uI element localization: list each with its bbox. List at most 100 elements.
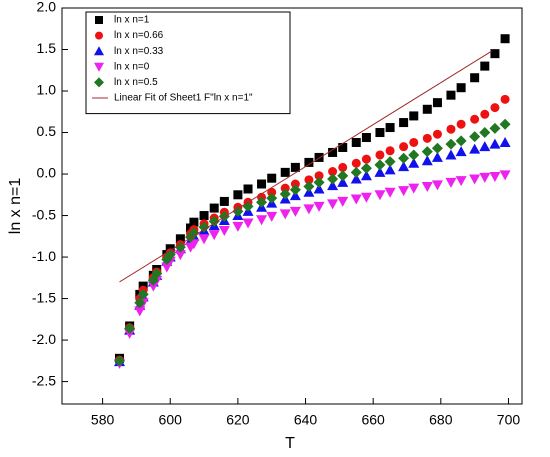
point	[114, 355, 125, 367]
point	[198, 234, 210, 245]
legend-box	[85, 11, 291, 115]
point	[375, 128, 385, 138]
y-tick-label: 1.5	[37, 40, 57, 56]
point	[374, 159, 386, 171]
point	[499, 170, 511, 181]
point	[432, 98, 442, 108]
legend-swatch	[94, 46, 104, 56]
point	[470, 73, 480, 83]
point	[137, 288, 149, 300]
point	[218, 225, 230, 236]
point	[384, 156, 396, 168]
y-tick-label: -2.0	[32, 331, 56, 347]
y-tick-label: -2.5	[32, 372, 56, 388]
point	[303, 180, 315, 192]
point	[189, 217, 199, 227]
legend-label: ln x n=0	[114, 61, 150, 72]
point	[409, 137, 419, 147]
legend-swatch	[94, 77, 104, 88]
point	[337, 170, 349, 182]
point	[499, 136, 511, 147]
legend-swatch	[95, 16, 103, 24]
point	[267, 187, 277, 197]
point	[242, 218, 254, 229]
point	[338, 162, 348, 172]
legend-swatch	[95, 31, 103, 40]
point	[385, 146, 395, 156]
point	[408, 157, 420, 168]
point	[338, 142, 348, 152]
y-tick-label: -0.5	[32, 206, 56, 222]
point	[399, 118, 409, 128]
point	[398, 161, 410, 172]
x-tick-label: 580	[91, 412, 115, 428]
point	[456, 83, 466, 93]
point	[480, 61, 490, 71]
legend-label: ln x n=0.66	[114, 30, 164, 41]
point	[384, 187, 396, 198]
point	[469, 131, 481, 143]
point	[445, 138, 457, 150]
point	[266, 211, 278, 222]
point	[175, 234, 185, 244]
point	[351, 158, 361, 168]
x-tick-label: 600	[159, 412, 183, 428]
point	[279, 188, 291, 200]
point	[328, 147, 338, 157]
point	[455, 146, 467, 157]
legend-swatch	[94, 62, 104, 72]
point	[266, 192, 278, 204]
point	[328, 167, 338, 177]
x-tick-label: 640	[294, 412, 318, 428]
point	[303, 204, 315, 215]
point	[314, 152, 324, 162]
point	[256, 196, 268, 208]
point	[289, 206, 301, 217]
point	[351, 137, 361, 147]
fit-line	[119, 50, 492, 283]
y-tick-label: 0.0	[37, 165, 57, 181]
point	[375, 150, 385, 160]
point	[421, 155, 433, 166]
point	[431, 151, 443, 162]
point	[500, 94, 510, 104]
point	[361, 154, 371, 164]
point	[432, 129, 442, 139]
point	[174, 241, 186, 253]
y-tick-label: -1.5	[32, 289, 56, 305]
y-axis-label: ln x n=1	[7, 178, 24, 235]
point	[208, 215, 220, 227]
point	[479, 141, 491, 152]
point	[408, 149, 420, 161]
legend-label: ln x n=1	[114, 15, 150, 26]
point	[304, 157, 314, 167]
point	[421, 146, 433, 158]
point	[233, 190, 243, 200]
point	[409, 111, 419, 121]
point	[243, 184, 253, 194]
point	[490, 49, 500, 59]
point	[198, 221, 210, 233]
point	[280, 183, 290, 193]
x-tick-label: 700	[497, 412, 521, 428]
point	[313, 176, 325, 188]
point	[360, 170, 372, 181]
point	[279, 209, 291, 220]
point	[360, 192, 372, 203]
legend-label: ln x n=0.33	[114, 46, 164, 57]
point	[350, 194, 362, 205]
point	[384, 164, 396, 175]
point	[374, 190, 386, 201]
point	[422, 133, 432, 143]
point	[470, 114, 480, 124]
point	[209, 203, 219, 213]
point	[350, 166, 362, 178]
point	[456, 119, 466, 129]
point	[337, 196, 349, 207]
point	[124, 322, 136, 334]
point	[455, 176, 467, 187]
point	[327, 199, 339, 210]
point	[490, 103, 500, 113]
point	[422, 104, 432, 114]
point	[280, 167, 290, 177]
